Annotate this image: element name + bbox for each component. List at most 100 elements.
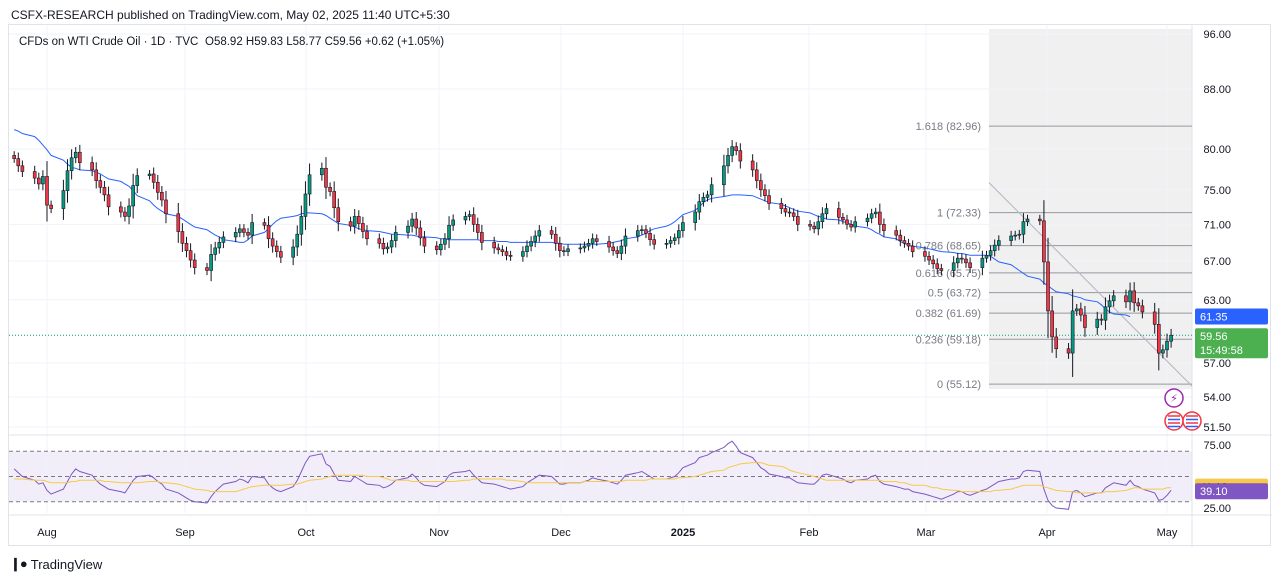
candle-body [90, 162, 94, 171]
price-tick-label: 57.00 [1203, 358, 1231, 370]
candle [410, 212, 414, 233]
candle [69, 149, 74, 180]
candle-body [336, 207, 341, 223]
candle [78, 144, 82, 171]
candle [693, 204, 698, 231]
flag-icon [1164, 411, 1184, 431]
candle-body [1132, 290, 1136, 304]
candle-body [664, 243, 669, 245]
candle-body [41, 176, 45, 185]
candle-body [705, 194, 710, 198]
candle [697, 194, 702, 220]
candle-body [352, 216, 357, 227]
candle [1009, 230, 1013, 246]
candle [586, 238, 591, 251]
candle [533, 230, 538, 248]
candle-body [816, 221, 821, 230]
candle [1046, 237, 1050, 339]
candle [582, 241, 587, 253]
time-tick-label: Sep [175, 527, 195, 539]
candle-body [242, 228, 246, 233]
candle-body [681, 222, 685, 231]
candle-body [537, 230, 542, 237]
candle [1156, 308, 1161, 371]
candle [635, 225, 640, 242]
candle [1074, 303, 1079, 316]
axis-layer: 96.00 88.00 80.00 75.00 71.00 67.00 63.00 57.00… [37, 29, 1231, 539]
fibonacci-layer: 1.618 (82.96)1 (72.33)0.786 (68.65)0.618… [9, 121, 1193, 391]
candle [443, 233, 447, 250]
candle-body [1156, 324, 1161, 354]
candle [324, 157, 328, 199]
candle-body [869, 213, 874, 219]
candle-body [672, 237, 677, 241]
ma-price-badge-text: 61.35 [1200, 312, 1228, 324]
time-tick-label: Oct [297, 527, 314, 539]
candle [356, 210, 361, 230]
tradingview-logo[interactable]: ❙● TradingView [10, 556, 102, 572]
price-tick-label: 71.00 [1203, 219, 1231, 231]
candle-body [1083, 314, 1087, 328]
candle [878, 203, 882, 234]
candle-body [763, 189, 767, 196]
candle [295, 225, 300, 257]
candle [61, 179, 66, 220]
candle-body [759, 180, 763, 191]
time-tick-label: 2025 [671, 527, 695, 539]
candle-body [1042, 220, 1046, 263]
candle [1107, 294, 1112, 314]
candle [644, 224, 648, 239]
candle [779, 198, 784, 214]
rsi-badge-bg [1195, 483, 1268, 500]
candle-body [61, 190, 66, 209]
candle [1083, 305, 1087, 337]
candle-body [361, 223, 365, 232]
chart-svg[interactable]: 1.618 (82.96)1 (72.33)0.786 (68.65)0.618… [9, 25, 1272, 547]
candle-body [853, 221, 858, 228]
candle-body [102, 186, 107, 196]
candle-body [693, 211, 698, 223]
candle-body [389, 240, 394, 248]
rsi-badge: 39.10 [1195, 483, 1268, 500]
candle-body [451, 219, 455, 226]
candle-body [475, 224, 480, 233]
candle [607, 235, 611, 253]
candle [898, 229, 903, 247]
candle [155, 174, 160, 200]
candle-body [1054, 336, 1059, 350]
fib-label-6: 0.236 (59.18) [916, 334, 981, 346]
price-tick-label: 88.00 [1203, 84, 1231, 96]
candle [504, 246, 509, 261]
ma-price-badge: 61.35 [1195, 308, 1268, 325]
candle [299, 205, 304, 246]
candle-body [303, 193, 308, 217]
chart-title: CFDs on WTI Crude Oil · 1D · TVC [19, 36, 198, 48]
candle-body [767, 195, 771, 204]
candle [816, 215, 821, 236]
candle [664, 238, 669, 249]
candle [795, 209, 800, 232]
candle-body [295, 233, 300, 248]
candle [590, 233, 595, 249]
candle [328, 182, 332, 197]
rsi-line [13, 440, 1172, 510]
last-price-badge: 59.56 15:49:58 [1195, 328, 1268, 359]
candle [332, 181, 336, 219]
candle [184, 236, 189, 258]
rsi-layer [9, 440, 1192, 510]
candle [1017, 229, 1022, 240]
candle-body [525, 245, 529, 252]
candle [336, 198, 341, 232]
candle [754, 162, 759, 189]
candle-body [20, 165, 25, 172]
candle [525, 240, 529, 258]
candle [381, 237, 386, 255]
candle [45, 161, 49, 222]
candle-body [209, 254, 213, 271]
candle-body [750, 160, 755, 171]
candle [180, 223, 185, 252]
candle-body [1046, 261, 1050, 312]
candle [935, 258, 940, 275]
candle-body [648, 233, 652, 240]
candle [348, 216, 353, 232]
